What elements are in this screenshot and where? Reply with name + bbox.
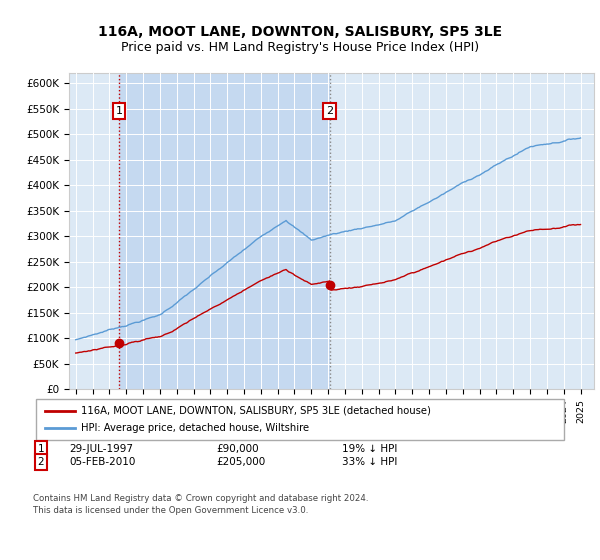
Text: 05-FEB-2010: 05-FEB-2010 xyxy=(69,457,136,467)
Text: Price paid vs. HM Land Registry's House Price Index (HPI): Price paid vs. HM Land Registry's House … xyxy=(121,41,479,54)
Text: £90,000: £90,000 xyxy=(216,444,259,454)
Text: 2: 2 xyxy=(326,106,333,116)
Text: Contains HM Land Registry data © Crown copyright and database right 2024.
This d: Contains HM Land Registry data © Crown c… xyxy=(33,494,368,515)
Text: 33% ↓ HPI: 33% ↓ HPI xyxy=(342,457,397,467)
Text: £205,000: £205,000 xyxy=(216,457,265,467)
Text: 116A, MOOT LANE, DOWNTON, SALISBURY, SP5 3LE: 116A, MOOT LANE, DOWNTON, SALISBURY, SP5… xyxy=(98,25,502,39)
Text: 19% ↓ HPI: 19% ↓ HPI xyxy=(342,444,397,454)
Text: 29-JUL-1997: 29-JUL-1997 xyxy=(69,444,133,454)
Text: 1: 1 xyxy=(115,106,122,116)
Bar xyxy=(119,73,329,389)
Text: 1: 1 xyxy=(37,444,44,454)
Text: 2: 2 xyxy=(37,457,44,467)
Text: 116A, MOOT LANE, DOWNTON, SALISBURY, SP5 3LE (detached house): 116A, MOOT LANE, DOWNTON, SALISBURY, SP5… xyxy=(81,405,431,416)
Text: HPI: Average price, detached house, Wiltshire: HPI: Average price, detached house, Wilt… xyxy=(81,423,309,433)
